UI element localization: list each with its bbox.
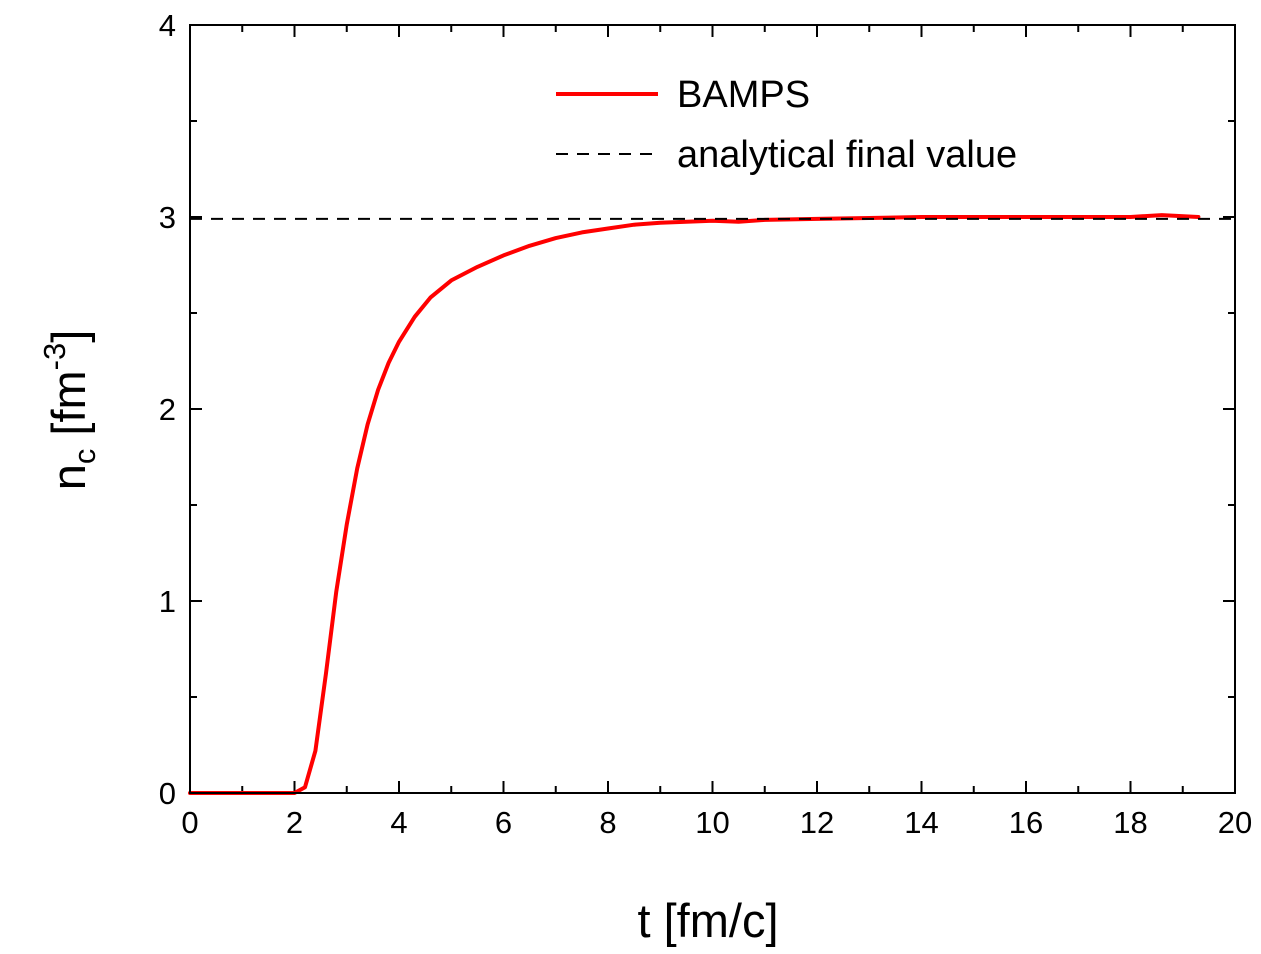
x-tick-label: 10 [695,805,729,840]
x-axis-label: t [fm/c] [638,894,779,947]
plot-frame [189,24,1236,794]
y-axis-label-unit-close: ] [42,330,95,343]
x-tick-label: 16 [1009,805,1043,840]
y-tick-label: 0 [159,776,176,811]
y-axis-label-subscript: c [67,449,102,465]
y-tick-label: 3 [159,200,176,235]
x-tick-label: 20 [1218,805,1252,840]
y-tick-label: 1 [159,584,176,619]
y-tick-label: 4 [159,8,176,43]
x-tick-label: 4 [390,805,407,840]
y-axis-label-unit-open: [fm [42,370,95,448]
y-axis-label-superscript: -3 [37,343,72,371]
y-axis-label-base: n [42,464,95,490]
x-tick-label: 18 [1113,805,1147,840]
y-tick-label: 2 [159,392,176,427]
x-tick-label: 8 [599,805,616,840]
x-tick-label: 2 [286,805,303,840]
ticks-layer [189,24,1236,794]
series-line-bamps [188,213,1201,795]
series-layer [188,213,1235,795]
legend-label-bamps: BAMPS [677,74,810,116]
x-tick-label: 6 [495,805,512,840]
x-tick-label: 14 [904,805,938,840]
y-axis-label: nc [fm-3] [37,330,102,491]
legend: BAMPS analytical final value [556,74,1017,176]
x-tick-label: 12 [800,805,834,840]
legend-label-analytical: analytical final value [677,134,1017,176]
x-tick-label: 0 [181,805,198,840]
